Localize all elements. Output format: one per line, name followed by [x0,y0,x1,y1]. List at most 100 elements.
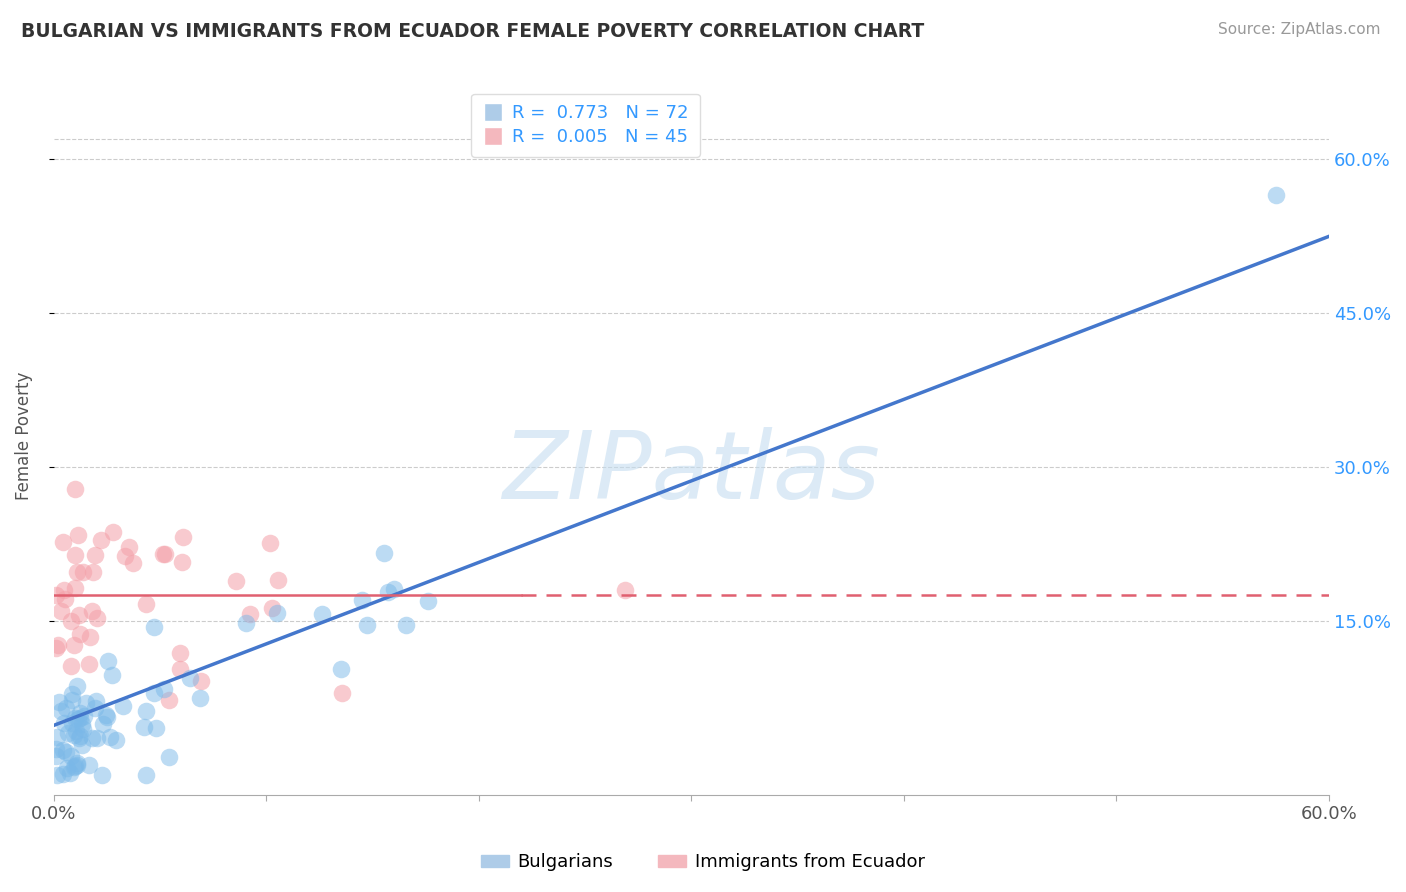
Point [75,696,97,710]
Point [225,574,247,588]
Point [45,742,67,756]
Point [56,761,79,775]
Point [63,483,86,497]
Legend: Bulgarians, Immigrants from Ecuador: Bulgarians, Immigrants from Ecuador [474,847,932,879]
Point [266,607,288,621]
Point [45,641,67,656]
Point [152,681,174,696]
Point [77,757,100,772]
Point [53,591,76,606]
Point [45,730,67,744]
Point [66,712,89,726]
Point [63,760,86,774]
Point [179,671,201,685]
Point [159,693,181,707]
Point [98,730,121,744]
Point [66,566,89,580]
Point [86,611,108,625]
Point [82,565,104,579]
Point [84,694,107,708]
Point [153,547,176,561]
Point [63,711,86,725]
Point [135,597,157,611]
Point [416,594,439,608]
Point [69,730,91,744]
Point [46,638,69,652]
Text: Source: ZipAtlas.com: Source: ZipAtlas.com [1218,22,1381,37]
Point [134,720,156,734]
Point [97,655,120,669]
Point [96,710,118,724]
Point [51,705,73,719]
Point [152,548,174,562]
Point [77,657,100,671]
Point [135,767,157,781]
Point [384,582,406,596]
Point [142,620,165,634]
Point [330,686,353,700]
Point [73,709,96,723]
Point [52,766,75,780]
Point [105,733,128,747]
Point [377,585,399,599]
Point [45,588,67,602]
Point [267,573,290,587]
Point [59,766,82,780]
Point [118,540,141,554]
Point [65,724,87,739]
Point [260,601,283,615]
Point [101,524,124,539]
Point [53,582,76,597]
Point [72,722,94,736]
Point [66,528,89,542]
Point [63,638,86,652]
Point [66,757,89,772]
Point [190,674,212,689]
Point [45,749,67,764]
Point [373,546,395,560]
Text: ZIPatlas: ZIPatlas [502,426,880,517]
Point [52,715,75,730]
Point [112,699,135,714]
Point [100,668,122,682]
Point [67,731,90,745]
Point [188,691,211,706]
Point [83,701,105,715]
Point [60,749,83,764]
Point [172,530,194,544]
Point [60,659,83,673]
Point [55,701,77,715]
Point [122,556,145,570]
Point [70,717,93,731]
Point [63,581,86,595]
Point [86,731,108,745]
Point [63,728,86,742]
Point [60,715,83,730]
Legend: R =  0.773   N = 72, R =  0.005   N = 45: R = 0.773 N = 72, R = 0.005 N = 45 [471,94,700,157]
Point [58,726,80,740]
Point [172,555,194,569]
Point [235,615,257,630]
Point [352,592,374,607]
Y-axis label: Female Poverty: Female Poverty [15,372,32,500]
Point [169,647,191,661]
Point [70,738,93,752]
Point [60,693,83,707]
Point [59,614,82,628]
Point [311,607,333,621]
Point [356,618,378,632]
Point [80,604,103,618]
Point [69,711,91,725]
Point [66,756,89,771]
Point [135,704,157,718]
Point [83,548,105,562]
Point [63,548,86,562]
Point [45,767,67,781]
Point [49,604,72,618]
Point [142,686,165,700]
Point [259,536,281,550]
Point [394,618,416,632]
Point [69,626,91,640]
Point [157,749,180,764]
Point [114,549,136,564]
